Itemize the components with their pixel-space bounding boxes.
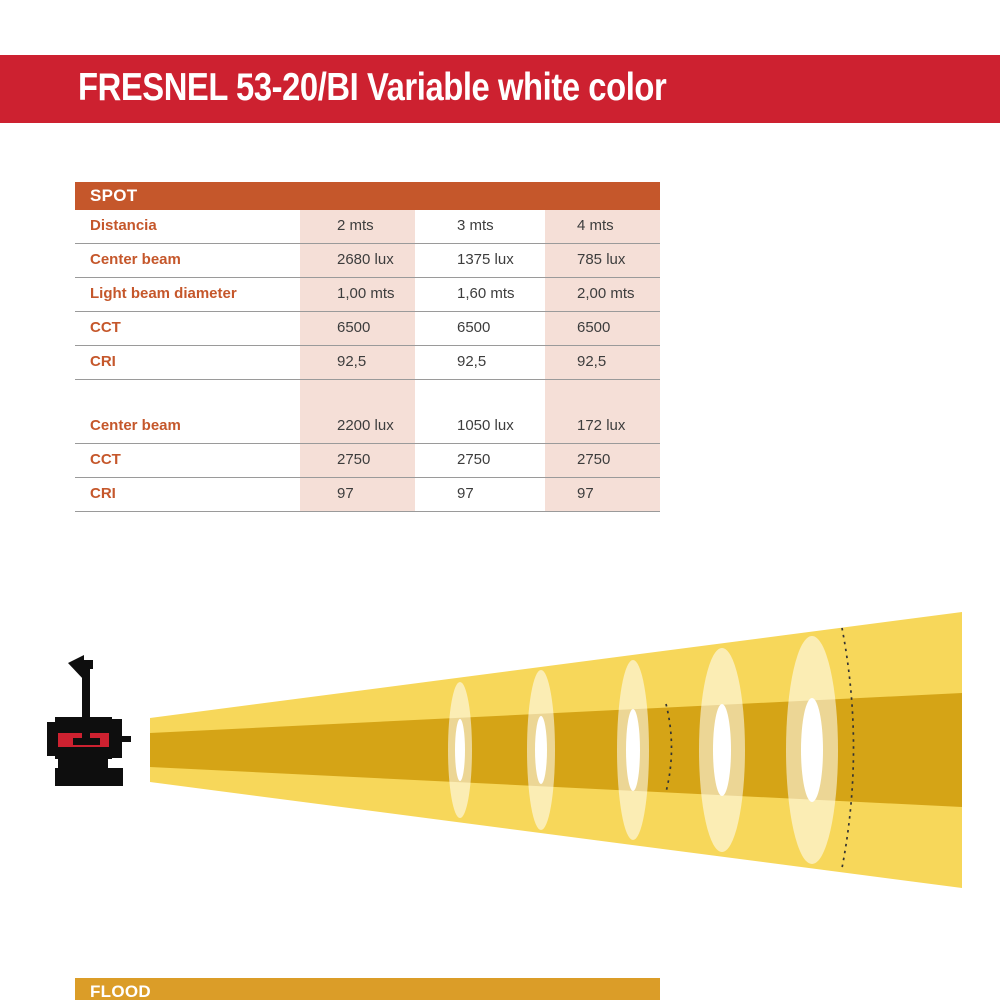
cell-value [300, 380, 415, 410]
cell-value: 6500 [300, 312, 415, 345]
cell-value: 2680 lux [300, 244, 415, 277]
beam-ellipse [448, 682, 472, 818]
cell-value: 4 mts [545, 210, 660, 243]
cell-value: 92,5 [457, 353, 487, 370]
row-label: Center beam [90, 251, 181, 268]
cell-value [415, 380, 545, 410]
cell-value: 6500 [545, 312, 660, 345]
cell-value: 2750 [300, 444, 415, 477]
title-banner: FRESNEL 53-20/BI Variable white color [0, 55, 1000, 123]
cell-value: 785 lux [545, 244, 660, 277]
table-row: Center beam 2200 lux 1050 lux 172 lux [75, 410, 660, 444]
row-label: Center beam [90, 417, 181, 434]
table-row: CRI 92,5 92,5 92,5 [75, 346, 660, 380]
spot-table-header: SPOT [75, 182, 660, 210]
cell-value: 1,00 mts [300, 278, 415, 311]
spot-table: SPOT Distancia 2 mts 3 mts 4 mts Center … [75, 182, 660, 512]
row-label: CRI [90, 353, 116, 370]
light-fixture-icon [47, 655, 131, 786]
row-label: Distancia [90, 217, 157, 234]
flood-angle-arc [841, 627, 855, 869]
cell-value: 2750 [457, 451, 491, 468]
cell-value: 6500 [457, 319, 491, 336]
table-row: CCT 6500 6500 6500 [75, 312, 660, 346]
beam-ellipse [786, 636, 838, 864]
cell-value: 1050 lux [457, 417, 514, 434]
cell-value: 97 [300, 478, 415, 511]
beam-ellipse [617, 660, 649, 840]
cell-value: 1375 lux [457, 251, 514, 268]
cell-value [545, 380, 660, 410]
spot-beam-cone [150, 693, 962, 807]
table-row: Light beam diameter 1,00 mts 1,60 mts 2,… [75, 278, 660, 312]
table-row: CRI 97 97 97 [75, 478, 660, 512]
row-label: CCT [90, 319, 121, 336]
row-label: CRI [90, 485, 116, 502]
row-label: Light beam diameter [90, 285, 237, 302]
beam-ellipse [527, 670, 555, 830]
table-row: CCT 2750 2750 2750 [75, 444, 660, 478]
row-label: CCT [90, 451, 121, 468]
cell-value: 97 [545, 478, 660, 511]
table-row: Distancia 2 mts 3 mts 4 mts [75, 210, 660, 244]
table-spacer-row [75, 380, 660, 410]
cell-value: 172 lux [545, 410, 660, 443]
row-label [75, 380, 300, 410]
cell-value: 1,60 mts [457, 285, 515, 302]
cell-value: 2200 lux [300, 410, 415, 443]
beam-diagram: SPOT 15° FLOOD 38° [0, 580, 1000, 940]
page-title: FRESNEL 53-20/BI Variable white color [78, 66, 667, 109]
cell-value: 2,00 mts [545, 278, 660, 311]
cell-value: 92,5 [300, 346, 415, 379]
cell-value: 2 mts [300, 210, 415, 243]
beam-ellipse [699, 648, 745, 852]
table-row: Center beam 2680 lux 1375 lux 785 lux [75, 244, 660, 278]
cell-value: 2750 [545, 444, 660, 477]
flood-table-header: FLOOD [75, 978, 660, 1000]
beam-diagram-svg [47, 612, 962, 888]
spot-angle-arc [665, 703, 673, 793]
cell-value: 92,5 [545, 346, 660, 379]
cell-value: 97 [457, 485, 474, 502]
cell-value: 3 mts [457, 217, 494, 234]
